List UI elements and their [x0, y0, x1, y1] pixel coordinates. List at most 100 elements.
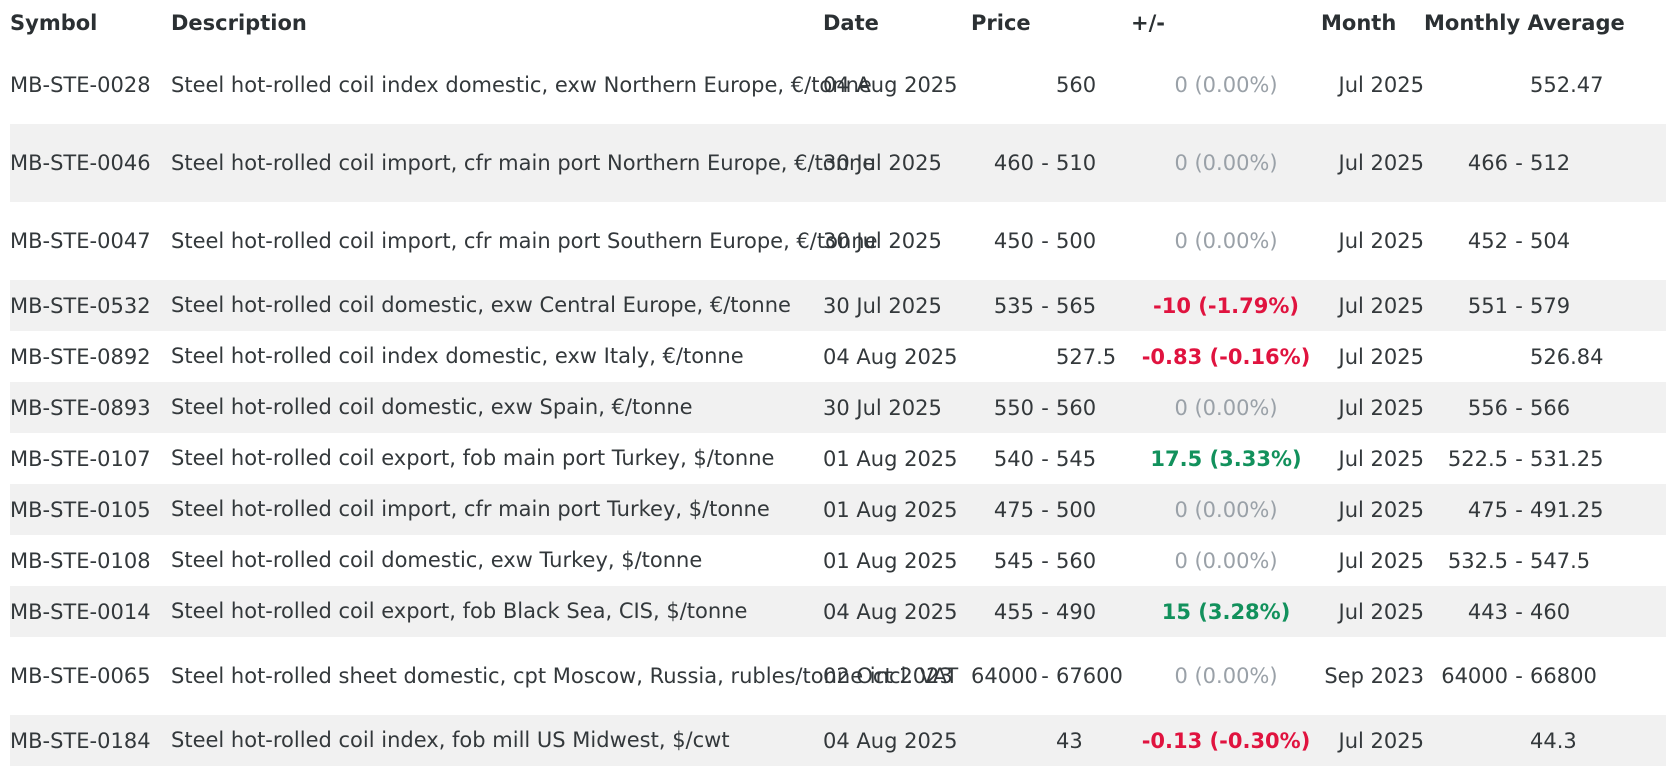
month-cell: Jul 2025 [1338, 73, 1425, 97]
month-cell: Jul 2025 [1321, 382, 1425, 433]
symbol-cell: MB-STE-0047 [10, 229, 151, 253]
price-dash [1034, 46, 1056, 124]
avg-low-cell: 556 [1424, 382, 1509, 433]
price-low-cell: 475 [971, 484, 1034, 535]
table-row[interactable]: MB-STE-0028 Steel hot-rolled coil index d… [10, 46, 1666, 124]
avg-low-cell: 443 [1424, 586, 1509, 637]
month-cell: Jul 2025 [1338, 344, 1425, 369]
table-row[interactable]: MB-STE-0184 Steel hot-rolled coil index, … [10, 715, 1667, 766]
avg-dash [1508, 331, 1530, 382]
month-cell: Jul 2025 [1321, 586, 1425, 637]
table-row[interactable]: MB-STE-0892 Steel hot-rolled coil index d… [10, 331, 1666, 382]
change-cell: 0 (0.00%) [1174, 548, 1278, 573]
price-low-cell [971, 331, 1034, 382]
change-cell: 17.5 (3.33%) [1150, 446, 1302, 471]
table-row[interactable]: MB-STE-0046 Steel hot-rolled coil import,… [10, 124, 1667, 202]
price-low-cell: 535 [971, 280, 1034, 331]
date-cell: 04 Aug 2025 [823, 344, 958, 369]
avg-high-cell: 66800 [1530, 664, 1597, 688]
symbol-cell: MB-STE-0892 [10, 344, 151, 369]
date-cell: 04 Aug 2025 [823, 586, 971, 637]
description-cell: Steel hot-rolled coil import, cfr main p… [171, 484, 823, 535]
price-dash: - [1041, 446, 1049, 471]
price-high-cell: 43 [1056, 715, 1132, 766]
price-table: Symbol Description Date Price +/- Month … [10, 0, 1667, 766]
change-cell: 15 (3.28%) [1131, 586, 1322, 637]
price-low-cell: 460 [971, 124, 1034, 202]
change-cell: 0 (0.00%) [1174, 664, 1278, 688]
month-cell: Jul 2025 [1321, 484, 1425, 535]
date-cell: 30 Jul 2025 [823, 382, 971, 433]
change-cell: 0 (0.00%) [1174, 73, 1278, 97]
description-cell: Steel hot-rolled coil index domestic, ex… [171, 72, 872, 97]
price-dash: - [1034, 586, 1056, 637]
description-cell: Steel hot-rolled coil import, cfr main p… [171, 124, 875, 202]
month-cell: Sep 2023 [1324, 664, 1425, 688]
price-dash: - [1034, 280, 1056, 331]
header-symbol[interactable]: Symbol [10, 11, 98, 35]
avg-dash: - [1515, 229, 1523, 253]
avg-low-cell: 64000 [1441, 664, 1509, 688]
avg-low-cell: 466 [1424, 124, 1509, 202]
symbol-cell: MB-STE-0532 [10, 280, 171, 331]
month-cell: Jul 2025 [1338, 229, 1425, 253]
symbol-cell: MB-STE-0014 [10, 586, 171, 637]
table-header-row: Symbol Description Date Price +/- Month … [10, 0, 1666, 46]
header-month[interactable]: Month [1321, 11, 1397, 35]
avg-high-cell: 547.5 [1530, 548, 1591, 573]
date-cell: 30 Jul 2025 [823, 124, 971, 202]
price-dash: - [1034, 382, 1056, 433]
month-cell: Jul 2025 [1321, 124, 1425, 202]
price-high-cell: 500 [1056, 229, 1097, 253]
price-low-cell: 455 [971, 586, 1034, 637]
avg-low-cell: 475 [1424, 484, 1509, 535]
symbol-cell: MB-STE-0065 [10, 664, 151, 688]
table-row[interactable]: MB-STE-0532 Steel hot-rolled coil domesti… [10, 280, 1667, 331]
avg-high-cell: 552.47 [1530, 73, 1604, 97]
date-cell: 30 Jul 2025 [823, 229, 942, 253]
price-high-cell: 560 [1056, 382, 1132, 433]
price-high-cell: 560 [1056, 73, 1097, 97]
change-cell: -0.13 (-0.30%) [1131, 715, 1322, 766]
table-row[interactable]: MB-STE-0893 Steel hot-rolled coil domesti… [10, 382, 1667, 433]
month-cell: Jul 2025 [1338, 548, 1425, 573]
header-date[interactable]: Date [823, 11, 879, 35]
header-price[interactable]: Price [971, 11, 1031, 35]
table-row[interactable]: MB-STE-0107 Steel hot-rolled coil export,… [10, 433, 1666, 484]
price-low-cell: 545 [993, 548, 1034, 573]
avg-high-cell: 504 [1530, 229, 1571, 253]
price-dash: - [1034, 484, 1056, 535]
header-change[interactable]: +/- [1131, 11, 1165, 35]
avg-low-cell [1424, 715, 1509, 766]
header-monthly-average[interactable]: Monthly Average [1424, 11, 1625, 35]
table-row[interactable]: MB-STE-0105 Steel hot-rolled coil import,… [10, 484, 1667, 535]
avg-dash: - [1515, 548, 1523, 573]
change-cell: -0.83 (-0.16%) [1141, 344, 1311, 369]
price-low-cell: 64000 [971, 664, 1038, 688]
table-row[interactable]: MB-STE-0065 Steel hot-rolled sheet domest… [10, 637, 1666, 715]
avg-high-cell: 531.25 [1530, 446, 1604, 471]
price-dash: - [1041, 548, 1049, 573]
avg-dash: - [1515, 664, 1523, 688]
change-cell: 0 (0.00%) [1131, 484, 1322, 535]
avg-low-cell [1424, 331, 1508, 382]
price-high-cell: 545 [1056, 446, 1097, 471]
avg-high-cell: 526.84 [1530, 344, 1604, 369]
avg-high-cell: 579 [1530, 280, 1667, 331]
avg-high-cell: 566 [1530, 382, 1667, 433]
avg-low-cell: 532.5 [1447, 548, 1509, 573]
avg-dash: - [1508, 484, 1531, 535]
symbol-cell: MB-STE-0893 [10, 382, 171, 433]
avg-dash: - [1515, 446, 1523, 471]
table-row[interactable]: MB-STE-0014 Steel hot-rolled coil export,… [10, 586, 1667, 637]
header-description[interactable]: Description [171, 11, 307, 35]
table-row[interactable]: MB-STE-0108 Steel hot-rolled coil domesti… [10, 535, 1666, 586]
table-row[interactable]: MB-STE-0047 Steel hot-rolled coil import,… [10, 202, 1666, 280]
date-cell: 01 Aug 2025 [823, 548, 958, 573]
description-cell: Steel hot-rolled coil index domestic, ex… [171, 344, 744, 368]
avg-high-cell: 491.25 [1530, 484, 1667, 535]
description-cell: Steel hot-rolled coil domestic, exw Spai… [171, 382, 823, 433]
change-cell: 0 (0.00%) [1131, 382, 1322, 433]
date-cell: 01 Aug 2025 [823, 446, 958, 471]
price-high-cell: 67600 [1056, 664, 1123, 688]
